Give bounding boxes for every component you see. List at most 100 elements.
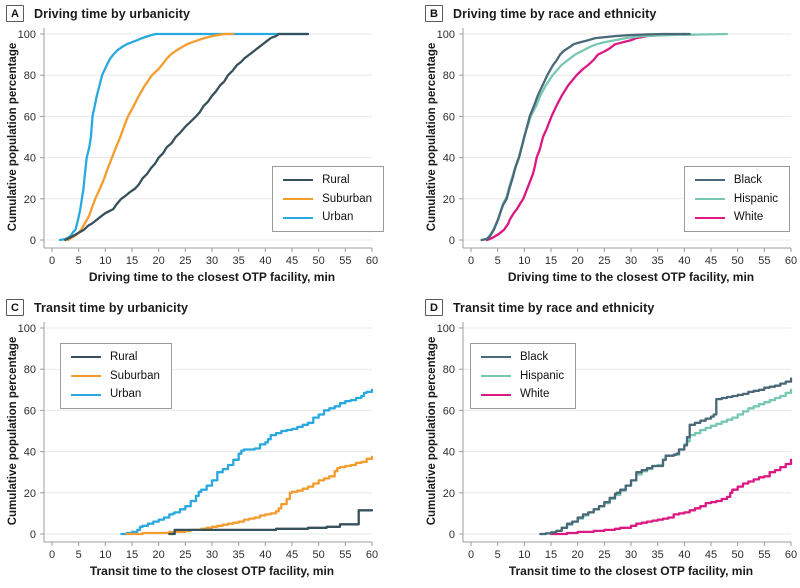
x-tick-label: 5 xyxy=(495,549,501,561)
legend-label: White xyxy=(520,388,550,401)
x-tick-label: 25 xyxy=(179,255,191,267)
y-tick-label: 60 xyxy=(24,111,36,123)
x-tick-label: 55 xyxy=(758,255,770,267)
legend-item-rural: Rural xyxy=(283,174,372,187)
x-tick-label: 0 xyxy=(468,549,474,561)
y-axis-title: Cumulative population percentage xyxy=(7,337,19,526)
y-tick-label: 0 xyxy=(449,529,455,541)
y-tick-label: 40 xyxy=(24,153,36,165)
y-tick-label: 80 xyxy=(24,70,36,82)
legend-line-swatch xyxy=(71,356,101,359)
panel-a-chart-canvas: 0 20 40 60 80 100 0 5 10 15 20 25 30 35 40 45 50 55 60 Driv… xyxy=(7,28,378,284)
x-axis-title: Transit time to the closest OTP facility… xyxy=(90,564,334,578)
series-line-black xyxy=(539,377,793,536)
y-tick-label: 100 xyxy=(437,29,455,41)
x-tick-label: 50 xyxy=(732,549,744,561)
y-tick-label: 20 xyxy=(443,488,455,500)
x-tick-label: 30 xyxy=(625,549,637,561)
panel-a-legend: Rural Suburban Urban xyxy=(272,166,384,232)
legend-item-suburban: Suburban xyxy=(283,193,372,206)
y-tick-label: 60 xyxy=(24,405,36,417)
panel-d-title: Transit time by race and ethnicity xyxy=(453,300,655,315)
x-tick-label: 10 xyxy=(518,549,530,561)
y-tick-label: 0 xyxy=(30,529,36,541)
x-tick-label: 55 xyxy=(758,549,770,561)
x-tick-label: 60 xyxy=(366,549,378,561)
legend-item-black: Black xyxy=(481,351,564,364)
panel-b: B Driving time by race and ethnicity 0 20… xyxy=(400,0,800,294)
x-tick-label: 35 xyxy=(233,549,245,561)
x-tick-label: 45 xyxy=(286,255,298,267)
panel-b-letter: B xyxy=(425,5,443,22)
series-line-suburban xyxy=(66,32,235,242)
x-tick-label: 0 xyxy=(468,255,474,267)
legend-line-swatch xyxy=(283,179,314,182)
legend-item-urban: Urban xyxy=(283,211,372,224)
x-tick-label: 20 xyxy=(572,549,584,561)
x-tick-label: 15 xyxy=(126,549,138,561)
legend-item-black: Black xyxy=(694,174,778,187)
x-tick-label: 55 xyxy=(339,255,351,267)
legend-label: Black xyxy=(733,174,763,186)
series-line-rural xyxy=(64,32,310,242)
legend-line-swatch xyxy=(71,374,101,377)
legend-label: Rural xyxy=(322,174,350,186)
y-tick-label: 100 xyxy=(437,323,455,335)
legend-line-swatch xyxy=(481,356,511,359)
series-line-black xyxy=(480,32,691,242)
x-tick-label: 40 xyxy=(678,549,690,561)
x-tick-label: 10 xyxy=(518,255,530,267)
legend-label: Urban xyxy=(322,211,354,224)
legend-line-swatch xyxy=(283,197,314,200)
y-tick-label: 0 xyxy=(30,235,36,247)
series-line-rural xyxy=(168,509,374,536)
legend-label: White xyxy=(733,211,764,224)
legend-line-swatch xyxy=(694,216,725,219)
x-axis-title: Transit time to the closest OTP facility… xyxy=(509,564,753,578)
y-tick-label: 20 xyxy=(443,194,455,206)
legend-label: Suburban xyxy=(322,192,372,205)
x-tick-label: 25 xyxy=(179,549,191,561)
legend-line-swatch xyxy=(481,393,511,396)
panel-a-title: Driving time by urbanicity xyxy=(34,6,191,21)
panel-a-header: A Driving time by urbanicity xyxy=(6,5,190,22)
panel-b-chart-canvas: 0 20 40 60 80 100 0 5 10 15 20 25 30 35 40 45 50 55 60 Driv… xyxy=(426,28,797,284)
y-tick-label: 100 xyxy=(18,29,36,41)
x-tick-label: 50 xyxy=(732,255,744,267)
legend-label: Urban xyxy=(110,388,142,401)
legend-item-hispanic: Hispanic xyxy=(481,370,564,383)
x-tick-label: 20 xyxy=(153,549,165,561)
legend-label: Hispanic xyxy=(520,369,565,382)
legend-line-swatch xyxy=(694,197,725,200)
panel-b-title: Driving time by race and ethnicity xyxy=(453,6,657,21)
x-tick-label: 40 xyxy=(678,255,690,267)
panel-d: D Transit time by race and ethnicity 0 20… xyxy=(400,294,800,588)
x-tick-label: 35 xyxy=(652,549,664,561)
legend-label: Suburban xyxy=(110,369,160,382)
panel-d-chart-canvas: 0 20 40 60 80 100 0 5 10 15 20 25 30 35 40 45 50 55 60 Tran… xyxy=(426,322,797,578)
x-tick-label: 20 xyxy=(153,255,165,267)
y-tick-label: 80 xyxy=(443,70,455,82)
legend-line-swatch xyxy=(694,179,725,182)
plot-area: 0 20 40 60 80 100 0 5 10 15 20 25 30 35 40 45 50 55 60 Driv… xyxy=(18,28,378,284)
y-tick-label: 80 xyxy=(443,364,455,376)
x-tick-label: 15 xyxy=(126,255,138,267)
legend-label: Rural xyxy=(110,351,138,363)
series-line-hispanic xyxy=(539,388,793,536)
x-tick-label: 20 xyxy=(572,255,584,267)
x-tick-label: 10 xyxy=(99,255,111,267)
y-axis-title: Cumulative population percentage xyxy=(426,337,438,526)
legend-line-swatch xyxy=(71,393,101,396)
x-tick-label: 0 xyxy=(49,549,55,561)
x-tick-label: 30 xyxy=(625,255,637,267)
legend-item-hispanic: Hispanic xyxy=(694,193,778,206)
x-tick-label: 5 xyxy=(495,255,501,267)
panel-c-letter: C xyxy=(6,299,24,316)
series-line-urban xyxy=(120,388,374,536)
x-tick-label: 55 xyxy=(339,549,351,561)
x-tick-label: 60 xyxy=(366,255,378,267)
series-line-suburban xyxy=(125,455,374,536)
series-line-urban xyxy=(58,32,310,242)
y-tick-label: 0 xyxy=(449,235,455,247)
